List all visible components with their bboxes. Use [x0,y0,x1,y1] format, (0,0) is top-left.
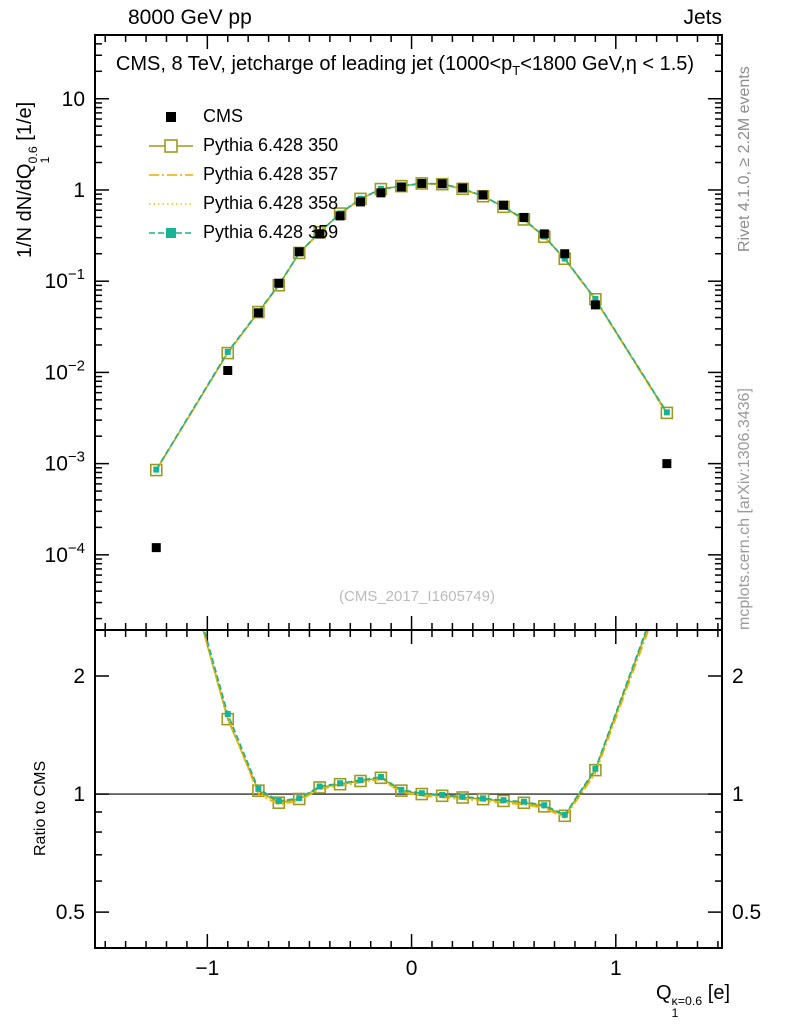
rivet-version-note: Rivet 4.1.0, ≥ 2.2M events [736,66,753,252]
plot-title: CMS, 8 TeV, jetcharge of leading jet (10… [115,53,695,78]
pythia-358-marker-icon [148,194,194,214]
legend-label: Pythia 6.428 359 [203,222,339,242]
pythia-359-marker-icon [148,223,194,243]
x-tick-label: 0 [406,957,418,980]
series-ratio [202,630,650,819]
x-tick-label: −1 [195,957,219,980]
legend-row-pythia-357: Pythia 6.428 357 [148,160,338,189]
mcplots-reference-note: mcplots.cern.ch [arXiv:1306.3436] [736,388,753,630]
legend-row-pythia-359: Pythia 6.428 359 [148,218,338,247]
ratio-y-axis-label: Ratio to CMS [32,760,49,856]
analysis-id-watermark: (CMS_2017_I1605749) [339,588,495,605]
y-tick-label: 10−4 [45,540,85,567]
legend-row-pythia-350: Pythia 6.428 350 [148,131,338,160]
legend-label: Pythia 6.428 350 [203,135,339,155]
ratio-tick-label-left: 0.5 [56,901,85,924]
pythia-350-marker-icon [148,136,194,156]
ratio-tick-label-right: 1 [732,783,744,806]
legend-label: Pythia 6.428 357 [203,164,339,184]
y-tick-label: 10−2 [45,357,85,384]
cms-data-marker-icon [148,107,194,127]
beam-energy-label: 8000 GeV pp [128,6,252,29]
series-main [151,178,672,553]
series-ratio [202,630,649,818]
y-tick-label: 1 [73,179,85,202]
ratio-tick-label-right: 2 [732,665,744,688]
ratio-tick-label-left: 1 [73,783,85,806]
ratio-panel-frame [94,629,723,949]
legend-label: Pythia 6.428 358 [203,193,339,213]
legend-row-pythia-358: Pythia 6.428 358 [148,189,338,218]
y-axis-label: 1/N dN/dQ 0.6 1 [1/e] [14,101,52,258]
legend-label: CMS [203,106,243,126]
y-tick-label: 10−1 [45,266,85,293]
pythia-357-marker-icon [148,165,194,185]
y-tick-label: 10−3 [45,449,85,476]
legend-row-cms: CMS [148,102,338,131]
analysis-object-label: Jets [683,6,722,29]
y-tick-label: 10 [62,88,85,111]
x-tick-label: 1 [610,957,622,980]
ratio-tick-label-left: 2 [73,665,85,688]
ratio-tick-label-right: 0.5 [732,901,761,924]
series-ratio [203,630,648,818]
legend: CMS Pythia 6.428 350 Pythia 6.428 357 Py… [148,102,338,247]
